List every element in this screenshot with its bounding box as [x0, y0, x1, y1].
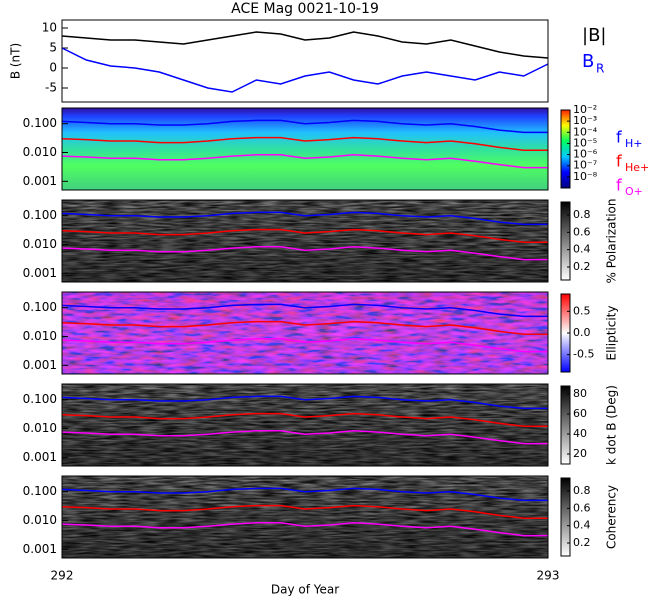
data-line: [61, 395, 548, 410]
colorbar-tick-label: 0.6: [573, 501, 591, 514]
legend-label: f: [616, 176, 622, 195]
colorbar: [560, 109, 571, 189]
colorbar-tick-label: -0.5: [573, 348, 594, 361]
colorbar-label: k dot B (Deg): [605, 385, 619, 465]
legend-subscript: O+: [625, 185, 643, 198]
colorbar-tick-label: 10⁻⁶: [573, 148, 598, 161]
legend-label: |B|: [582, 25, 606, 46]
y-tick-label: 0.001: [23, 542, 57, 556]
data-line: [61, 487, 548, 502]
y-tick-label: 0: [49, 61, 57, 75]
spectrogram-texture: [62, 476, 548, 558]
legend-label: f: [616, 152, 622, 171]
colorbar-tick-label: 10⁻²: [573, 103, 597, 116]
y-tick-label: -5: [45, 81, 57, 95]
data-line: [61, 303, 548, 318]
colorbar: [560, 385, 571, 465]
data-line: [61, 504, 548, 519]
legend-subscript: R: [596, 62, 604, 76]
colorbar-label: % Polarization: [605, 199, 619, 284]
colorbar-tick-label: 80: [573, 387, 587, 400]
colorbar-tick-label: 0.2: [573, 536, 591, 549]
data-line: [61, 119, 548, 134]
y-tick-label: 0.001: [23, 266, 57, 280]
data-line: [61, 228, 548, 243]
panel-frame: [61, 475, 549, 559]
data-line: [61, 412, 548, 427]
y-tick-label: 0.001: [23, 450, 57, 464]
data-line: [61, 320, 548, 335]
y-tick-label: 0.010: [23, 329, 57, 343]
legend-subscript: He+: [625, 161, 649, 174]
chart-title: ACE Mag 0021-10-19: [231, 1, 379, 17]
data-line: [61, 430, 548, 445]
y-tick-label: 0.010: [23, 145, 57, 159]
data-line: [61, 522, 548, 537]
y-axis-label: B (nT): [9, 43, 23, 79]
panel-frame: [61, 19, 549, 103]
colorbar-label: Ellipticity: [605, 306, 619, 361]
colorbar: [560, 201, 571, 281]
y-tick-label: 0.010: [23, 421, 57, 435]
x-tick-label: 292: [51, 569, 74, 583]
data-line: [61, 136, 548, 151]
spectrogram-texture: [62, 200, 548, 282]
spectrogram-background: [62, 108, 548, 190]
x-axis-label: Day of Year: [271, 583, 339, 597]
colorbar-tick-label: 10⁻⁴: [573, 125, 598, 138]
y-tick-label: 0.100: [23, 116, 57, 130]
y-tick-label: 0.100: [23, 300, 57, 314]
colorbar-tick-label: 60: [573, 407, 587, 420]
y-tick-label: 0.010: [23, 513, 57, 527]
legend-subscript: H+: [625, 137, 643, 150]
colorbar-tick-label: 0.6: [573, 225, 591, 238]
data-line: [61, 154, 548, 169]
y-tick-label: 10: [42, 21, 57, 35]
colorbar-tick-label: 0.0: [573, 326, 591, 339]
data-line: [61, 246, 548, 261]
x-tick-label: 293: [537, 569, 560, 583]
panel-frame: [61, 291, 549, 375]
colorbar-tick-label: 40: [573, 427, 587, 440]
y-tick-label: 0.100: [23, 484, 57, 498]
colorbar-tick-label: 10⁻³: [573, 114, 597, 127]
spectrogram-texture: [62, 384, 548, 466]
colorbar-tick-label: 0.4: [573, 243, 591, 256]
panel-frame: [61, 383, 549, 467]
panel-frame: [61, 199, 549, 283]
y-tick-label: 0.100: [23, 392, 57, 406]
colorbar-tick-label: 10⁻⁵: [573, 136, 597, 149]
data-line: [61, 47, 549, 93]
colorbar-tick-label: 0.8: [573, 208, 591, 221]
legend-label: f: [616, 128, 622, 147]
colorbar-tick-label: 0.8: [573, 484, 591, 497]
y-tick-label: 0.001: [23, 358, 57, 372]
data-line: [61, 211, 548, 226]
data-line: [61, 338, 548, 353]
y-tick-label: 0.100: [23, 208, 57, 222]
colorbar-tick-label: 0.2: [573, 260, 591, 273]
colorbar-tick-label: 20: [573, 447, 587, 460]
spectrogram-texture: [62, 292, 548, 374]
colorbar-tick-label: 10⁻⁷: [573, 159, 597, 172]
data-line: [61, 31, 549, 59]
colorbar-tick-label: 10⁻⁸: [573, 170, 598, 183]
legend-label: B: [582, 51, 594, 72]
panel-frame: [61, 107, 549, 191]
colorbar-label: Coherency: [605, 485, 619, 549]
y-tick-label: 0.010: [23, 237, 57, 251]
colorbar-tick-label: 0.5: [573, 304, 591, 317]
y-tick-label: 0.001: [23, 174, 57, 188]
colorbar-tick-label: 0.4: [573, 519, 591, 532]
y-tick-label: 5: [49, 41, 57, 55]
colorbar: [560, 477, 571, 557]
